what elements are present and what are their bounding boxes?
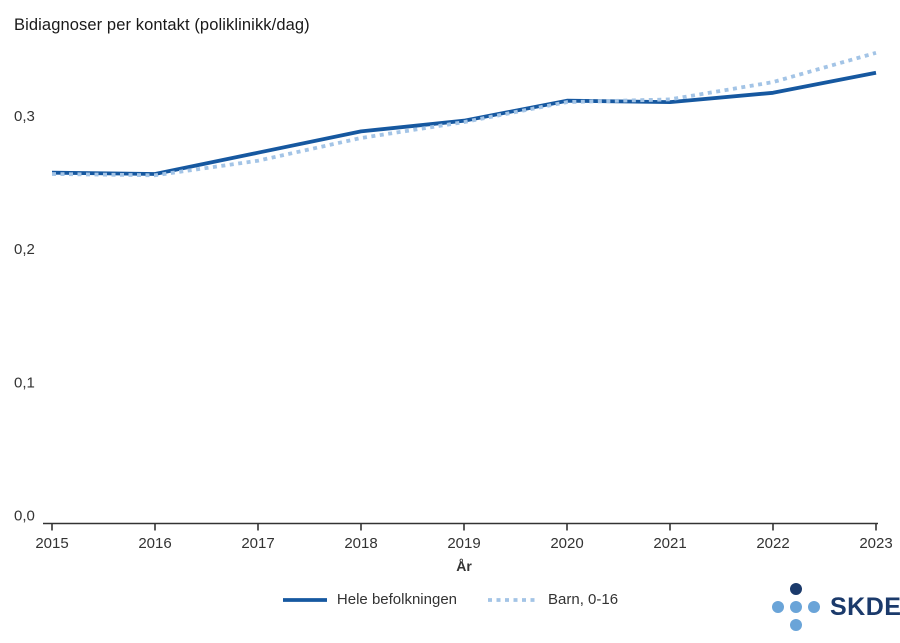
x-tick-label: 2023: [859, 535, 892, 552]
skde-logo: SKDE: [770, 581, 900, 635]
x-axis-label: År: [456, 558, 472, 574]
logo-dot-right-icon: [808, 601, 820, 613]
logo-text: SKDE: [830, 593, 900, 621]
x-tick-label: 2015: [35, 535, 68, 552]
legend-item-hele-befolkningen: Hele befolkningen: [282, 591, 457, 608]
legend-line-dotted-icon: [488, 597, 539, 602]
y-tick-label: 0,2: [14, 241, 35, 258]
x-tick-label: 2020: [550, 535, 583, 552]
series-line-barn-0-16: [51, 50, 877, 178]
legend-label-barn-0-16: Barn, 0-16: [548, 591, 619, 608]
logo-dot-center-icon: [790, 601, 802, 613]
x-tick-label: 2019: [447, 535, 480, 552]
y-tick-label: 0,0: [14, 508, 35, 525]
legend: Hele befolkningen Barn, 0-16: [0, 591, 900, 608]
legend-line-solid-icon: [282, 597, 327, 602]
logo-dot-bottom-icon: [790, 619, 802, 631]
x-tick-label: 2017: [241, 535, 274, 552]
x-tick-label: 2022: [756, 535, 789, 552]
x-tick-label: 2016: [138, 535, 171, 552]
chart-title: Bidiagnoser per kontakt (poliklinikk/dag…: [14, 16, 310, 34]
line-chart: 2015 2016 2017 2018 2019 2020 2021 2022 2023 0,0 0…: [14, 50, 893, 552]
y-tick-label: 0,1: [14, 374, 35, 391]
x-tick-label: 2018: [344, 535, 377, 552]
y-tick-label: 0,3: [14, 108, 35, 125]
logo-dot-top-icon: [790, 583, 802, 595]
legend-label-hele-befolkningen: Hele befolkningen: [336, 591, 458, 608]
logo-dot-left-icon: [772, 601, 784, 613]
x-tick-label: 2021: [653, 535, 686, 552]
legend-item-barn-0-16: Barn, 0-16: [487, 591, 618, 608]
